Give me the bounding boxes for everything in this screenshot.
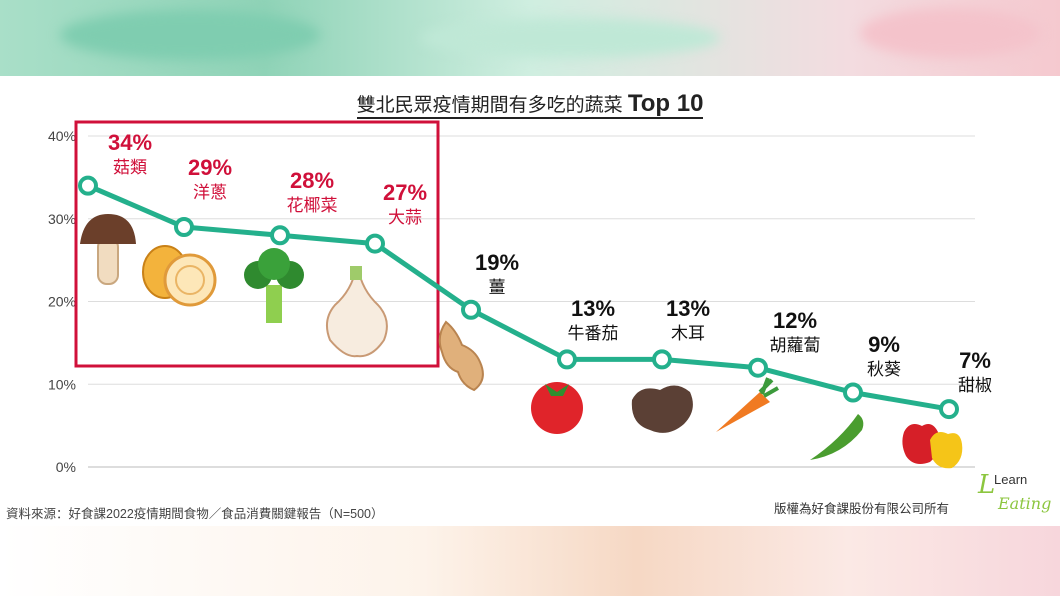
mushroom-stem bbox=[97, 237, 119, 285]
y-tick-label: 10% bbox=[48, 376, 76, 392]
garlic-stem bbox=[350, 266, 362, 280]
copyright-note: 版權為好食課股份有限公司所有 bbox=[774, 502, 950, 516]
data-point bbox=[843, 382, 863, 403]
data-point bbox=[557, 349, 577, 370]
ginger-root bbox=[438, 320, 484, 392]
data-label: 34% bbox=[108, 130, 152, 155]
logo-letter: L bbox=[978, 470, 996, 500]
learn-eating-logo: L Learn Eating bbox=[978, 470, 1058, 520]
okra-icon bbox=[810, 414, 864, 460]
onion-half bbox=[163, 253, 217, 307]
data-label: 29% bbox=[188, 155, 232, 180]
bottom-blurred-banner bbox=[0, 526, 1060, 596]
carrot-icon bbox=[716, 377, 779, 432]
broccoli-icon bbox=[244, 248, 304, 323]
okra-body bbox=[810, 414, 864, 460]
y-tick-label: 0% bbox=[56, 459, 76, 475]
onion-ring bbox=[175, 265, 205, 295]
red-pepper bbox=[902, 424, 939, 464]
ginger-icon bbox=[438, 320, 484, 392]
y-tick-label: 40% bbox=[48, 128, 76, 144]
category-label: 甜椒 bbox=[958, 376, 992, 396]
carrot-leaves bbox=[758, 377, 779, 398]
category-label: 花椰菜 bbox=[287, 196, 338, 216]
top-blurred-banner bbox=[0, 0, 1060, 76]
tomato-icon bbox=[531, 382, 583, 434]
data-label: 9% bbox=[868, 332, 900, 357]
data-point bbox=[365, 233, 385, 254]
data-point bbox=[461, 299, 481, 320]
highlight-frame bbox=[74, 120, 440, 368]
data-point bbox=[270, 225, 290, 246]
tomato-body bbox=[531, 382, 583, 434]
category-label: 大蒜 bbox=[388, 208, 422, 228]
y-tick-label: 30% bbox=[48, 211, 76, 227]
series-line bbox=[87, 183, 950, 412]
data-label: 12% bbox=[773, 308, 817, 333]
logo-text-top: Learn bbox=[994, 472, 1028, 487]
logo-text-bottom: Eating bbox=[998, 494, 1052, 513]
data-point bbox=[652, 349, 672, 370]
banner-blob bbox=[60, 10, 320, 60]
mushroom-icon bbox=[80, 214, 136, 285]
category-label: 秋葵 bbox=[867, 360, 901, 380]
pepper-icon bbox=[902, 424, 963, 469]
carrot-body bbox=[716, 392, 770, 432]
data-point bbox=[939, 399, 959, 420]
category-label: 木耳 bbox=[671, 324, 705, 344]
source-note: 資料來源：好食課2022疫情期間食物／食品消費關鍵報告（N=500） bbox=[6, 507, 384, 521]
data-label: 19% bbox=[475, 250, 519, 275]
data-label: 13% bbox=[666, 296, 710, 321]
data-label: 28% bbox=[290, 168, 334, 193]
data-point bbox=[78, 175, 98, 196]
wood-ear-shape bbox=[631, 385, 693, 433]
garlic-bulb bbox=[325, 267, 388, 358]
y-tick-label: 20% bbox=[48, 294, 76, 310]
chart-title-text: 雙北民眾疫情期間有多吃的蔬菜 bbox=[356, 95, 623, 119]
banner-blob bbox=[860, 8, 1040, 58]
category-label: 胡蘿蔔 bbox=[770, 336, 821, 356]
mushroom-cap bbox=[80, 214, 136, 244]
category-label: 薑 bbox=[489, 278, 506, 298]
chart-title: 雙北民眾疫情期間有多吃的蔬菜 Top 10 bbox=[0, 90, 1060, 119]
garlic-icon bbox=[325, 266, 388, 358]
tomato-leaves bbox=[545, 384, 569, 396]
broccoli-stem bbox=[266, 285, 282, 323]
data-label: 7% bbox=[959, 348, 991, 373]
category-label: 洋蔥 bbox=[193, 183, 227, 203]
broccoli-floret bbox=[258, 248, 290, 280]
data-label: 27% bbox=[383, 180, 427, 205]
category-label: 菇類 bbox=[113, 158, 147, 178]
onion-icon bbox=[142, 245, 217, 307]
chart-title-suffix: Top 10 bbox=[627, 90, 704, 117]
banner-blob bbox=[420, 18, 720, 58]
category-label: 牛番茄 bbox=[568, 324, 619, 344]
data-label: 13% bbox=[571, 296, 615, 321]
wood-ear-icon bbox=[631, 385, 693, 433]
data-point bbox=[748, 357, 768, 378]
data-point bbox=[174, 217, 194, 238]
yellow-pepper bbox=[930, 432, 963, 469]
